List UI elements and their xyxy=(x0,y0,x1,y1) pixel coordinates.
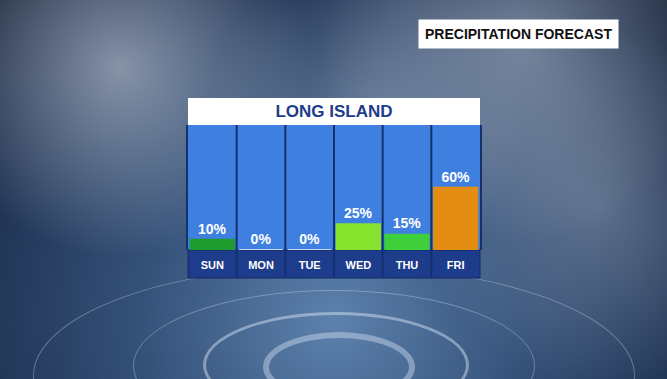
svg-text:THU: THU xyxy=(396,259,419,271)
svg-text:FRI: FRI xyxy=(447,259,465,271)
svg-text:WED: WED xyxy=(345,259,371,271)
svg-text:0%: 0% xyxy=(299,231,320,247)
svg-text:10%: 10% xyxy=(198,221,227,237)
svg-text:25%: 25% xyxy=(344,205,373,221)
svg-text:SUN: SUN xyxy=(201,259,224,271)
svg-text:LONG ISLAND: LONG ISLAND xyxy=(275,102,392,121)
svg-text:15%: 15% xyxy=(393,215,422,231)
svg-text:MON: MON xyxy=(248,259,274,271)
svg-text:PRECIPITATION FORECAST: PRECIPITATION FORECAST xyxy=(425,26,612,42)
svg-text:0%: 0% xyxy=(251,231,272,247)
svg-text:60%: 60% xyxy=(441,169,470,185)
svg-text:TUE: TUE xyxy=(299,259,321,271)
